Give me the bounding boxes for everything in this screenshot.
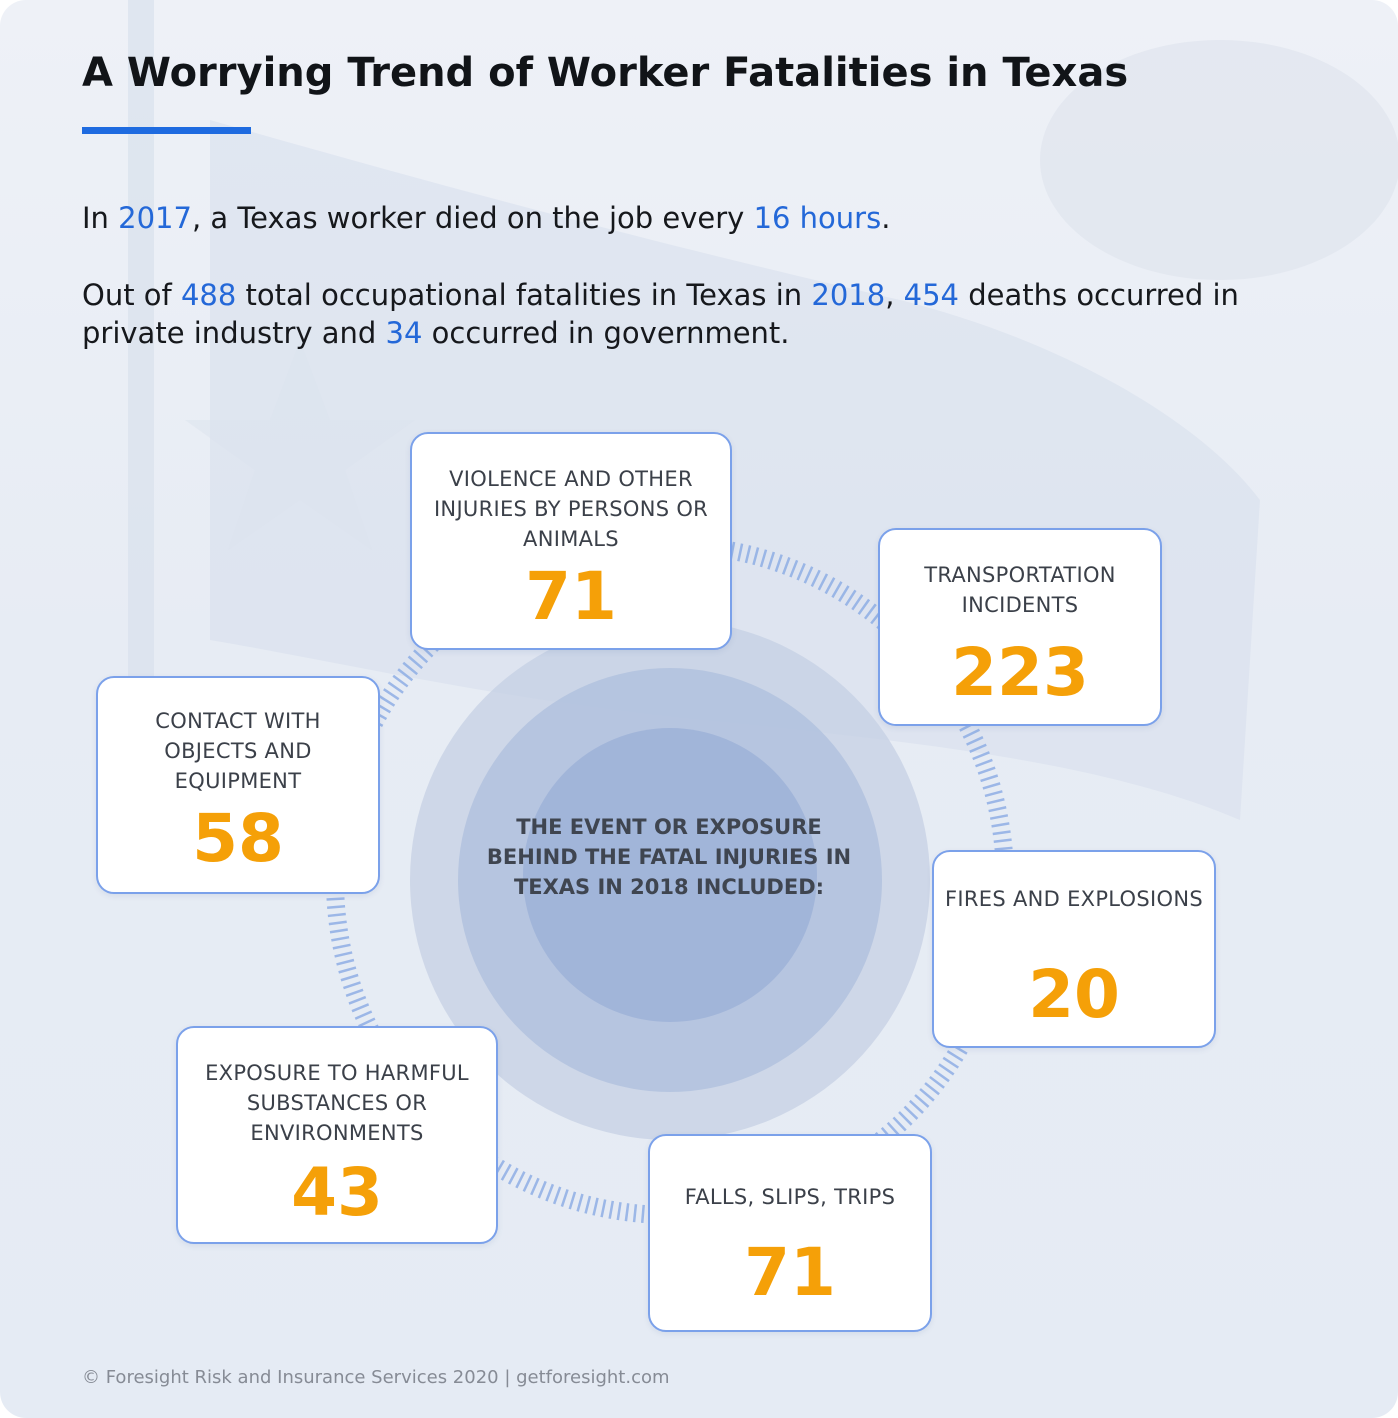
category-value: 71: [525, 558, 617, 635]
category-card-fires: FIRES AND EXPLOSIONS 20: [932, 850, 1216, 1048]
category-card-contact: CONTACT WITH OBJECTS AND EQUIPMENT 58: [96, 676, 380, 894]
category-card-violence: VIOLENCE AND OTHER INJURIES BY PERSONS O…: [410, 432, 732, 650]
page-title: A Worrying Trend of Worker Fatalities in…: [82, 50, 1129, 96]
highlight-year-2018: 2018: [811, 278, 886, 312]
category-label: CONTACT WITH OBJECTS AND EQUIPMENT: [155, 709, 321, 793]
title-underline: [82, 127, 251, 134]
intro-paragraph-2018: Out of 488 total occupational fatalities…: [82, 278, 1239, 350]
category-value: 71: [744, 1234, 836, 1311]
category-label: VIOLENCE AND OTHER INJURIES BY PERSONS O…: [433, 467, 709, 551]
category-card-transportation: TRANSPORTATION INCIDENTS 223: [878, 528, 1162, 726]
highlight-private: 454: [903, 278, 959, 312]
center-label: THE EVENT OR EXPOSURE BEHIND THE FATAL I…: [486, 815, 852, 899]
highlight-year-2017: 2017: [118, 201, 192, 235]
category-value: 223: [951, 634, 1089, 711]
category-value: 20: [1028, 956, 1120, 1033]
category-label: EXPOSURE TO HARMFUL SUBSTANCES OR ENVIRO…: [205, 1061, 469, 1145]
highlight-total: 488: [180, 278, 237, 312]
hub-inner-circle: [523, 728, 817, 1022]
category-label: FIRES AND EXPLOSIONS: [945, 887, 1203, 911]
footer-credit: © Foresight Risk and Insurance Services …: [82, 1367, 670, 1388]
category-card-falls: FALLS, SLIPS, TRIPS 71: [648, 1134, 932, 1332]
category-card-exposure: EXPOSURE TO HARMFUL SUBSTANCES OR ENVIRO…: [176, 1026, 498, 1244]
category-value: 58: [192, 800, 284, 877]
category-label: FALLS, SLIPS, TRIPS: [684, 1185, 896, 1209]
category-label: TRANSPORTATION INCIDENTS: [924, 563, 1116, 617]
intro-paragraph-2017: In 2017, a Texas worker died on the job …: [82, 201, 891, 235]
highlight-government: 34: [385, 316, 423, 350]
category-value: 43: [291, 1154, 383, 1231]
highlight-16-hours: 16 hours: [753, 201, 882, 235]
